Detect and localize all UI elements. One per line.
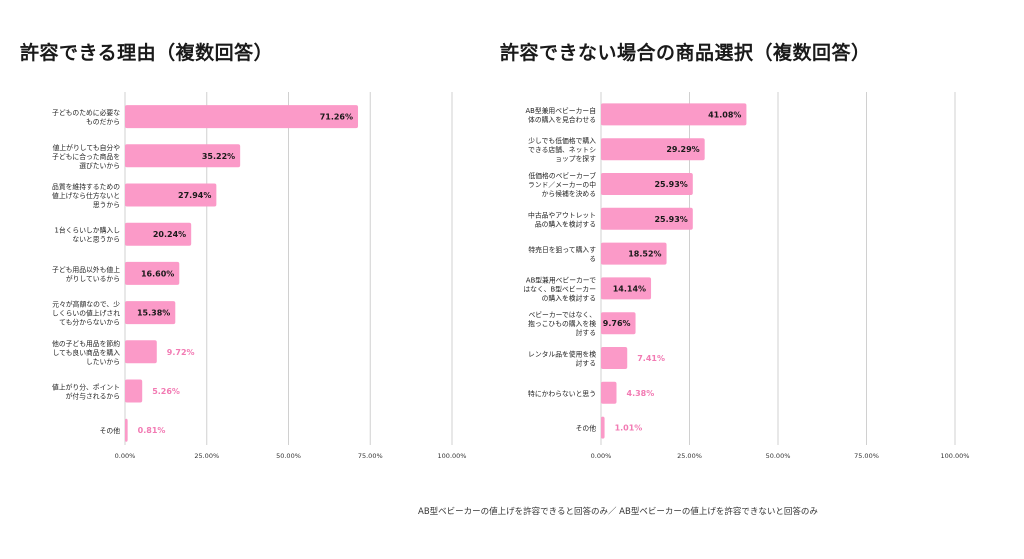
x-tick-label: 25.00% <box>677 452 702 460</box>
x-tick-label: 75.00% <box>358 452 383 460</box>
value-label: 25.93% <box>654 180 687 189</box>
chart-title-right: 許容できない場合の商品選択（複数回答） <box>500 42 871 64</box>
category-label: AB型兼用ベビーカーではなく、B型ベビーカーの購入を検討する <box>523 275 596 302</box>
x-tick-label: 0.00% <box>591 452 612 460</box>
footnote: AB型ベビーカーの値上げを許容できると回答のみ／ AB型ベビーカーの値上げを許容… <box>418 507 818 517</box>
value-label: 1.01% <box>615 424 643 433</box>
value-label: 7.41% <box>637 354 665 363</box>
category-label: 品質を維持するための値上げなら仕方ないと思うから <box>52 182 120 209</box>
x-tick-label: 100.00% <box>438 452 467 460</box>
bar <box>601 416 605 439</box>
bar <box>601 103 747 126</box>
category-label: その他 <box>100 426 121 435</box>
value-label: 4.38% <box>627 389 655 398</box>
bar <box>125 222 192 246</box>
category-label: 特にかわらないと思う <box>528 389 596 398</box>
bar <box>125 418 128 442</box>
value-label: 15.38% <box>137 309 170 318</box>
value-label: 16.60% <box>141 269 174 278</box>
bar <box>125 340 157 364</box>
bar <box>601 173 693 195</box>
category-label: その他 <box>576 424 597 433</box>
bar <box>125 261 180 285</box>
bar <box>125 183 217 207</box>
bar <box>125 301 176 325</box>
x-tick-label: 75.00% <box>854 452 879 460</box>
value-label: 71.26% <box>320 113 353 122</box>
value-label: 0.81% <box>138 426 166 435</box>
category-label: 元々が高額なので、少しくらいの値上げされても分からないから <box>52 300 120 327</box>
bar <box>125 144 241 168</box>
value-label: 20.24% <box>153 230 186 239</box>
x-tick-label: 25.00% <box>194 452 219 460</box>
category-label: 中古品やアウトレット品の購入を検討する <box>528 210 596 228</box>
bar <box>125 379 143 403</box>
value-label: 41.08% <box>708 110 741 119</box>
category-label: 子ども用品以外も値上がりしているから <box>52 265 120 283</box>
value-label: 5.26% <box>152 387 180 396</box>
bar <box>601 347 628 369</box>
value-label: 9.76% <box>603 319 631 328</box>
bar <box>601 312 636 335</box>
category-label: 1台くらいしか購入しないと思うから <box>55 226 121 244</box>
value-label: 9.72% <box>167 348 195 357</box>
category-label: ベビーカーではなく、抱っこひもの購入を検討する <box>528 310 596 337</box>
x-tick-label: 0.00% <box>115 452 136 460</box>
value-label: 25.93% <box>654 215 687 224</box>
value-label: 29.29% <box>666 145 699 154</box>
category-label: レンタル品を使用を検討する <box>528 350 596 368</box>
category-label: 値上がりしても自分や子どもに合った商品を選びたいから <box>52 143 120 170</box>
value-label: 14.14% <box>613 284 646 293</box>
category-label: 少しでも低価格で購入できる店舗、ネットショップを探す <box>528 136 596 163</box>
x-tick-label: 50.00% <box>766 452 791 460</box>
category-label: 特売日を狙って購入する <box>528 245 596 263</box>
chart-title-left: 許容できる理由（複数回答） <box>20 42 274 64</box>
category-label: 低価格のベビーカーブランド／メーカーの中から候補を決める <box>528 171 596 198</box>
bar <box>601 242 667 265</box>
bar <box>125 105 359 129</box>
bar <box>601 207 693 230</box>
category-label: 子どものために必要なものだから <box>52 108 120 126</box>
category-label: 値上がり分、ポイントが付与されるから <box>52 383 120 401</box>
x-tick-label: 50.00% <box>276 452 301 460</box>
bar <box>601 138 705 161</box>
bar <box>601 277 652 300</box>
value-label: 18.52% <box>628 250 661 259</box>
category-label: 他の子ども用品を節約しても良い商品を購入したいから <box>52 339 120 366</box>
bar <box>601 381 617 404</box>
value-label: 35.22% <box>202 152 235 161</box>
value-label: 27.94% <box>178 191 211 200</box>
category-label: AB型兼用ベビーカー自体の購入を見合わせる <box>526 106 596 124</box>
x-tick-label: 100.00% <box>941 452 970 460</box>
